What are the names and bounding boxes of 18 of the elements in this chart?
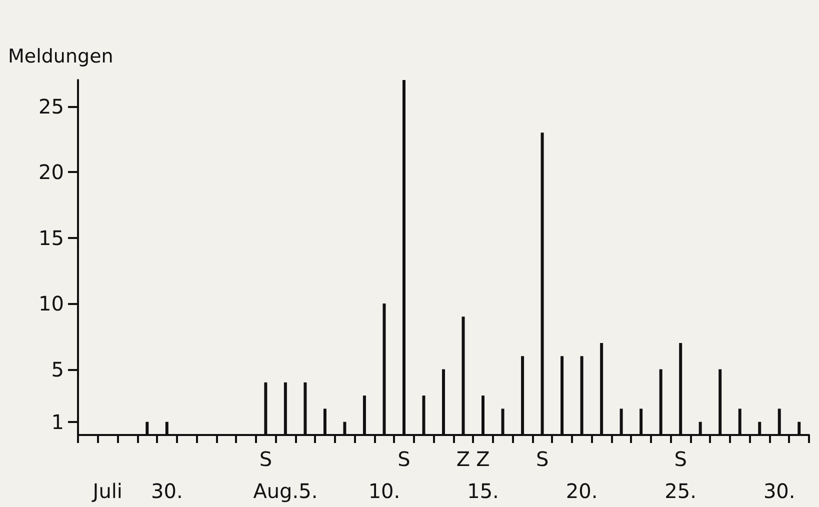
x-tick-label: S [259,447,272,471]
x-tick-label: S [536,447,549,471]
y-tick-label: 20 [38,160,64,184]
x-tick-label: 20. [566,479,598,503]
x-tick-label: S [398,447,410,471]
y-tick-label: 15 [38,226,64,250]
x-tick-label: Juli [90,479,122,503]
y-tick-label: 10 [38,292,64,316]
y-tick-label: 25 [38,94,64,118]
y-tick-label: 1 [51,410,64,434]
y-tick-label: 5 [51,357,64,382]
x-tick-label: Aug.5. [253,479,318,503]
x-tick-label: 30. [763,479,796,503]
x-tick-label: S 25. [664,447,696,503]
x-tick-label: 10. [368,479,400,503]
y-axis-title: Meldungen [8,46,114,68]
x-tick-label: Z [456,447,470,471]
x-tick-label: 30. [151,479,183,503]
